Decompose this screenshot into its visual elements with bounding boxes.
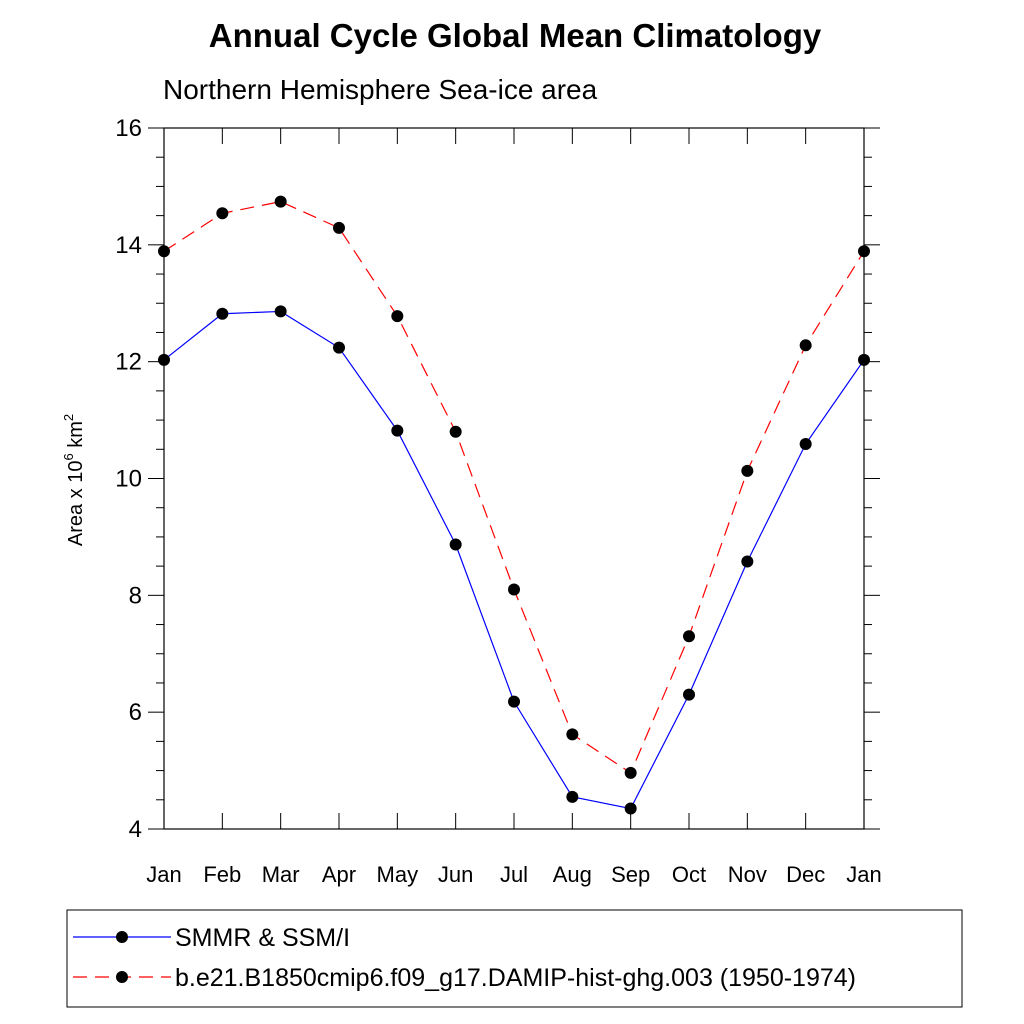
data-point	[683, 688, 695, 701]
data-point	[566, 790, 579, 803]
y-tick-label: 14	[115, 232, 142, 259]
plot-series	[158, 195, 870, 815]
data-point	[741, 555, 754, 568]
y-tick-label: 12	[115, 349, 142, 376]
data-point	[333, 221, 345, 234]
data-point	[858, 245, 870, 258]
chart-subtitle: Northern Hemisphere Sea-ice area	[163, 74, 598, 105]
x-tick-label: Nov	[728, 862, 767, 887]
data-point	[799, 438, 812, 451]
x-tick-label: Jun	[438, 862, 473, 887]
plot-axes: 4 6 8 10 12 14 16 Jan Feb Mar Apr May Jun Jul Aug Sep Oc…	[115, 115, 881, 887]
data-point	[799, 339, 812, 352]
x-tick-label: Jan	[146, 862, 181, 887]
x-tick-label: Feb	[203, 862, 241, 887]
data-point	[216, 307, 229, 320]
y-tick-label: 16	[115, 115, 142, 142]
data-point	[391, 424, 404, 437]
data-point	[566, 728, 579, 741]
legend-marker	[116, 931, 128, 943]
data-point	[858, 353, 870, 366]
data-point	[624, 802, 637, 815]
plot-frame	[163, 127, 865, 830]
data-point	[508, 583, 520, 596]
data-point	[216, 207, 229, 220]
x-tick-label: Dec	[786, 862, 825, 887]
x-tick-label: Apr	[322, 862, 356, 887]
data-point	[391, 310, 404, 323]
y-tick-label: 4	[129, 816, 142, 843]
data-point	[449, 425, 462, 438]
y-tick-label: 8	[129, 582, 142, 609]
y-tick-label: 10	[115, 466, 142, 493]
legend-label-2: b.e21.B1850cmip6.f09_g17.DAMIP-hist-ghg.…	[175, 964, 856, 992]
y-tick-label: 6	[129, 699, 142, 726]
data-point	[333, 341, 345, 354]
x-tick-label: Jan	[846, 862, 881, 887]
legend-label-1: SMMR & SSM/I	[175, 924, 350, 952]
legend-box	[66, 909, 963, 1008]
chart-title: Annual Cycle Global Mean Climatology	[209, 17, 822, 54]
series-line-2	[163, 200, 865, 774]
data-point	[508, 695, 520, 708]
data-point	[274, 195, 287, 208]
x-tick-label: Sep	[611, 862, 650, 887]
data-point	[158, 353, 170, 366]
data-point	[741, 464, 754, 477]
series-line-1	[163, 310, 865, 810]
legend: SMMR & SSM/I b.e21.B1850cmip6.f09_g17.DAM…	[66, 909, 963, 1008]
x-tick-label: Jul	[500, 862, 528, 887]
data-point	[158, 245, 170, 258]
x-tick-label: Oct	[672, 862, 706, 887]
x-tick-label: Aug	[553, 862, 592, 887]
data-point	[624, 766, 637, 779]
legend-marker	[116, 971, 128, 983]
y-axis-label: Area x 106 km2	[61, 414, 87, 546]
data-point	[274, 305, 287, 318]
x-tick-label: May	[377, 862, 419, 887]
data-point	[683, 630, 695, 643]
x-tick-label: Mar	[262, 862, 300, 887]
data-point	[449, 538, 462, 551]
